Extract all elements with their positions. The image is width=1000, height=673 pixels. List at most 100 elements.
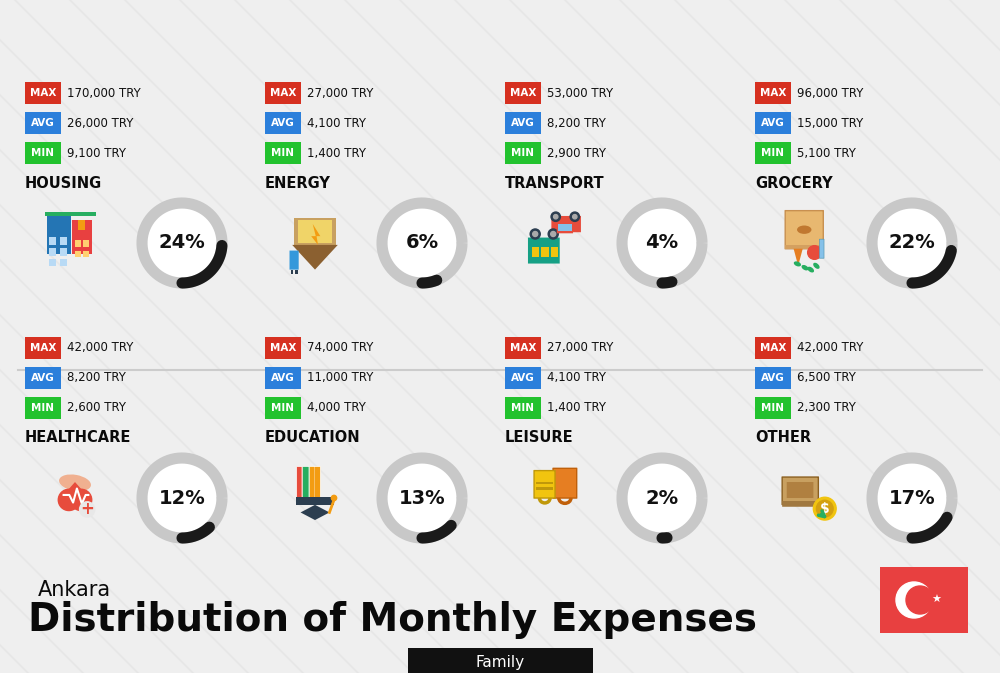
FancyBboxPatch shape (265, 337, 301, 359)
Circle shape (551, 212, 560, 221)
Text: AVG: AVG (761, 118, 785, 128)
Text: 8,200 TRY: 8,200 TRY (67, 371, 126, 384)
Circle shape (530, 229, 540, 239)
FancyBboxPatch shape (505, 397, 541, 419)
FancyBboxPatch shape (536, 487, 553, 490)
Text: MAX: MAX (760, 88, 786, 98)
FancyBboxPatch shape (75, 240, 81, 247)
Text: MIN: MIN (272, 403, 294, 413)
FancyBboxPatch shape (557, 223, 573, 234)
Circle shape (551, 232, 556, 236)
FancyBboxPatch shape (528, 238, 560, 264)
FancyBboxPatch shape (302, 466, 313, 498)
Text: 27,000 TRY: 27,000 TRY (307, 87, 373, 100)
Text: MAX: MAX (760, 343, 786, 353)
FancyBboxPatch shape (532, 247, 539, 257)
FancyBboxPatch shape (755, 397, 791, 419)
FancyBboxPatch shape (755, 112, 791, 134)
FancyBboxPatch shape (60, 238, 67, 245)
Text: MAX: MAX (30, 88, 56, 98)
Polygon shape (311, 224, 320, 245)
Text: OTHER: OTHER (755, 431, 811, 446)
Circle shape (80, 502, 95, 517)
Text: +: + (80, 501, 94, 518)
FancyBboxPatch shape (551, 247, 558, 257)
Text: MAX: MAX (510, 88, 536, 98)
Polygon shape (301, 505, 329, 520)
Text: 6%: 6% (405, 234, 439, 252)
Text: 170,000 TRY: 170,000 TRY (67, 87, 141, 100)
FancyBboxPatch shape (819, 239, 824, 258)
Circle shape (813, 497, 836, 520)
FancyBboxPatch shape (536, 482, 553, 485)
Text: AVG: AVG (511, 373, 535, 383)
Text: TRANSPORT: TRANSPORT (505, 176, 605, 190)
FancyBboxPatch shape (72, 220, 92, 254)
Text: MIN: MIN (512, 403, 534, 413)
Text: MIN: MIN (272, 148, 294, 158)
Circle shape (808, 246, 821, 259)
Text: 42,000 TRY: 42,000 TRY (67, 341, 133, 355)
Text: AVG: AVG (511, 118, 535, 128)
Text: LEISURE: LEISURE (505, 431, 574, 446)
Circle shape (70, 489, 92, 511)
Text: GROCERY: GROCERY (755, 176, 833, 190)
Text: 15,000 TRY: 15,000 TRY (797, 116, 863, 129)
Text: Distribution of Monthly Expenses: Distribution of Monthly Expenses (28, 601, 757, 639)
Text: 26,000 TRY: 26,000 TRY (67, 116, 133, 129)
FancyBboxPatch shape (296, 466, 307, 498)
Text: AVG: AVG (271, 118, 295, 128)
FancyBboxPatch shape (25, 112, 61, 134)
FancyBboxPatch shape (505, 142, 541, 164)
Text: MAX: MAX (270, 88, 296, 98)
FancyBboxPatch shape (505, 337, 541, 359)
FancyBboxPatch shape (534, 470, 555, 498)
Text: 11,000 TRY: 11,000 TRY (307, 371, 373, 384)
Circle shape (906, 586, 934, 614)
Text: 2,300 TRY: 2,300 TRY (797, 402, 856, 415)
Ellipse shape (802, 265, 808, 271)
Polygon shape (59, 482, 91, 500)
Text: 9,100 TRY: 9,100 TRY (67, 147, 126, 160)
FancyBboxPatch shape (265, 112, 301, 134)
Circle shape (573, 215, 577, 219)
FancyBboxPatch shape (25, 367, 61, 389)
Text: $: $ (820, 501, 830, 516)
FancyBboxPatch shape (880, 567, 968, 633)
Circle shape (387, 208, 457, 278)
FancyBboxPatch shape (505, 112, 541, 134)
FancyBboxPatch shape (265, 367, 301, 389)
Text: 53,000 TRY: 53,000 TRY (547, 87, 613, 100)
FancyBboxPatch shape (785, 245, 823, 250)
FancyBboxPatch shape (46, 213, 71, 254)
Ellipse shape (797, 225, 811, 234)
Circle shape (147, 208, 217, 278)
Circle shape (58, 489, 80, 511)
FancyBboxPatch shape (782, 501, 818, 507)
Circle shape (548, 229, 558, 239)
Text: MIN: MIN (32, 148, 54, 158)
Text: 13%: 13% (399, 489, 445, 507)
FancyBboxPatch shape (408, 648, 593, 673)
FancyBboxPatch shape (298, 220, 332, 243)
Text: 12%: 12% (159, 489, 205, 507)
Text: MIN: MIN (762, 403, 784, 413)
Polygon shape (794, 249, 803, 266)
Text: 24%: 24% (159, 234, 205, 252)
FancyBboxPatch shape (45, 212, 96, 215)
Text: HEALTHCARE: HEALTHCARE (25, 431, 131, 446)
Text: Family: Family (475, 655, 525, 670)
FancyBboxPatch shape (60, 258, 67, 267)
Polygon shape (294, 218, 336, 245)
FancyBboxPatch shape (25, 397, 61, 419)
FancyBboxPatch shape (558, 224, 572, 232)
FancyBboxPatch shape (295, 270, 298, 274)
FancyBboxPatch shape (265, 397, 301, 419)
Text: 96,000 TRY: 96,000 TRY (797, 87, 863, 100)
FancyBboxPatch shape (49, 258, 56, 267)
FancyBboxPatch shape (505, 82, 541, 104)
FancyBboxPatch shape (785, 211, 823, 249)
Ellipse shape (807, 267, 814, 273)
Text: EDUCATION: EDUCATION (265, 431, 361, 446)
FancyBboxPatch shape (505, 367, 541, 389)
